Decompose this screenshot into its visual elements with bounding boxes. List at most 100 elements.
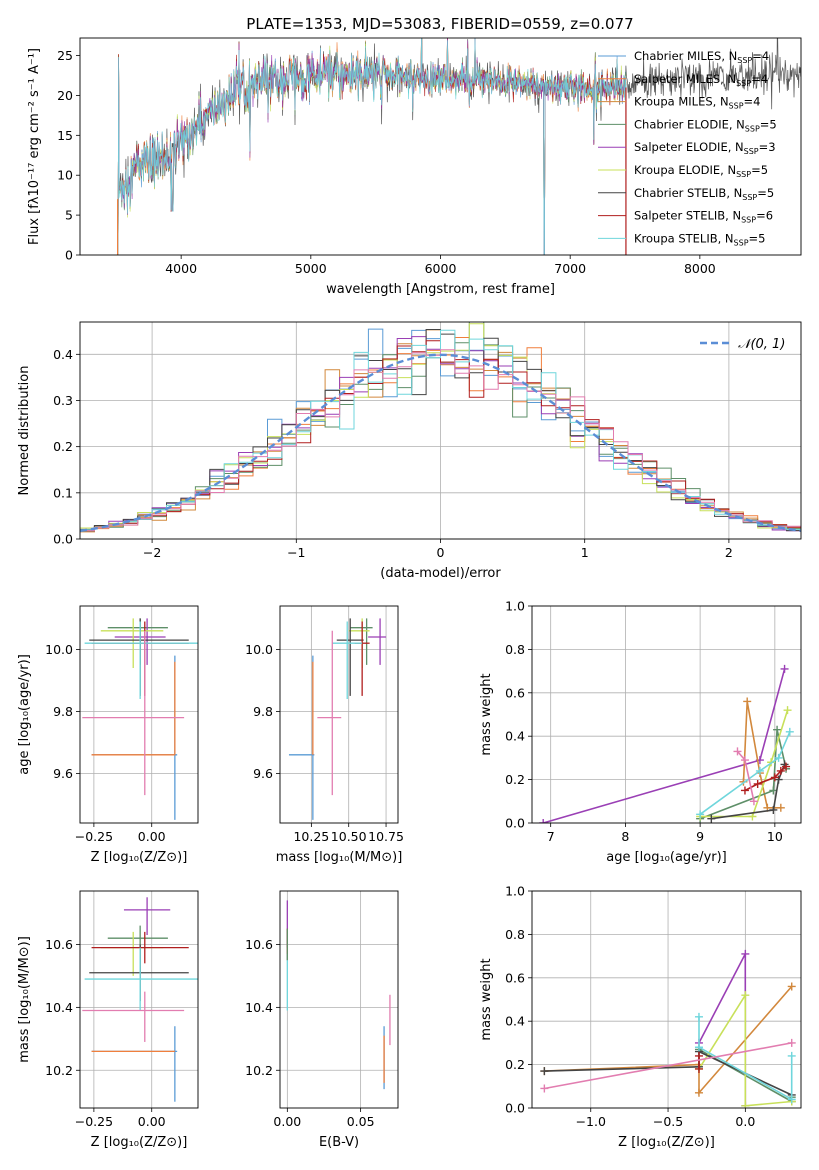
x-axis-label: mass [log₁₀(M/M⊙)]	[276, 850, 403, 865]
weight-line	[698, 1016, 793, 1101]
weight-marker	[769, 805, 778, 814]
x-tick-label: 0.00	[273, 1114, 301, 1129]
x-tick-label: −0.5	[653, 1114, 683, 1129]
plot-area	[82, 897, 198, 1102]
weight-marker	[787, 1038, 796, 1047]
age-vs-mass-panel: 10.25 10.50 10.75 9.6 9.8 10.0 mass [log₁₀(M/M…	[245, 605, 404, 865]
y-tick-label: 0.6	[505, 685, 525, 700]
mass-vs-metallicity-panel: −0.25 0.00 10.2 10.4 10.6 Z [log₁₀(Z/Z⊙)] mass…	[17, 890, 199, 1150]
legend-entry: 𝒩(0, 1)	[738, 337, 785, 352]
mass-vs-ebv-panel: 0.00 0.05 10.2 10.4 10.6 E(B-V)	[245, 890, 399, 1150]
y-tick-label: 0.6	[505, 970, 525, 985]
y-tick-label: 0.4	[53, 347, 73, 362]
axes-frame	[279, 890, 399, 1109]
y-tick-label: 0.0	[505, 1101, 525, 1116]
weight-marker	[741, 991, 750, 1000]
weight-marker	[787, 1051, 796, 1060]
x-tick-label: 7	[547, 829, 555, 844]
y-tick-label: 0.4	[505, 729, 525, 744]
y-tick-label: 0.8	[505, 642, 525, 657]
y-tick-label: 25	[57, 48, 73, 63]
weight-line	[699, 731, 791, 815]
y-axis-label: mass [log₁₀(M/M⊙)]	[17, 936, 32, 1063]
x-tick-label: −1	[287, 545, 305, 560]
weight-marker	[780, 664, 789, 673]
age-vs-metallicity-panel: −0.25 0.00 9.6 9.8 10.0 Z [log₁₀(Z/Z⊙)] age [l…	[17, 605, 199, 865]
plot-area	[286, 900, 391, 1090]
x-tick-label: 0.0	[735, 1114, 755, 1129]
weight-marker	[740, 756, 749, 765]
x-tick-label: −0.25	[75, 829, 113, 844]
weight-marker	[707, 814, 716, 823]
plot-area	[288, 618, 387, 820]
plot-area	[80, 322, 801, 535]
y-tick-label: 0.0	[505, 816, 525, 831]
y-tick-label: 0.2	[505, 772, 525, 787]
x-tick-label: 9	[696, 829, 704, 844]
axes-frame	[79, 890, 199, 1109]
legend-entry: Salpeter ELODIE, NSSP=3	[634, 140, 776, 156]
y-tick-label: 0.0	[53, 532, 73, 547]
weight-marker	[694, 1051, 703, 1060]
legend-entry: Salpeter STELIB, NSSP=6	[634, 209, 773, 225]
x-tick-label: 10.75	[368, 829, 404, 844]
y-tick-label: 1.0	[505, 599, 525, 614]
y-tick-label: 9.6	[253, 766, 273, 781]
legend-entry: Salpeter MILES, NSSP=4	[634, 72, 768, 88]
weight-marker	[753, 779, 762, 788]
axes-frame	[79, 605, 199, 824]
y-tick-label: 10.6	[245, 937, 273, 952]
x-tick-label: 8000	[684, 261, 716, 276]
weight-line	[698, 992, 792, 1107]
residuals-panel: −2 −1 0 1 2 0.0 0.1 0.2 0.3 0.4 (data-model)/error…	[17, 321, 802, 581]
weight-marker	[749, 797, 758, 806]
y-tick-label: 0.2	[53, 439, 73, 454]
x-tick-label: 10	[767, 829, 783, 844]
x-tick-label: 4000	[165, 261, 197, 276]
weight-marker	[787, 982, 796, 991]
x-tick-label: 10.50	[331, 829, 367, 844]
weight-line	[544, 1042, 792, 1090]
axes-frame	[531, 890, 802, 1109]
x-tick-label: 8	[621, 829, 629, 844]
x-axis-label: wavelength [Angstrom, rest frame]	[326, 282, 555, 297]
y-tick-label: 10	[57, 168, 73, 183]
x-tick-label: 0.00	[138, 829, 166, 844]
y-tick-label: 10.4	[45, 1000, 73, 1015]
weight-marker	[694, 1088, 703, 1097]
weight-marker	[694, 1064, 703, 1073]
y-tick-label: 10.0	[45, 642, 73, 657]
weight-marker	[540, 1084, 549, 1093]
y-axis-label: age [log₁₀(age/yr)]	[17, 654, 32, 775]
x-axis-label: age [log₁₀(age/yr)]	[606, 850, 727, 865]
weight-marker	[694, 1043, 703, 1052]
weight-marker	[740, 786, 749, 795]
spectrum-line	[117, 38, 627, 255]
y-tick-label: 0	[65, 248, 73, 263]
x-tick-label: −0.25	[75, 1114, 113, 1129]
y-tick-label: 0.2	[505, 1057, 525, 1072]
spectrum-line	[117, 38, 627, 255]
axes-frame	[531, 605, 802, 824]
weight-marker	[540, 1067, 549, 1076]
y-tick-label: 9.6	[53, 766, 73, 781]
y-axis-label: mass weight	[479, 958, 494, 1040]
figure-title: PLATE=1353, MJD=53083, FIBERID=0559, z=0…	[246, 15, 633, 33]
y-axis-label: Flux [fλ10⁻¹⁷ erg cm⁻² s⁻¹ A⁻¹]	[27, 48, 42, 245]
x-tick-label: 2	[725, 545, 733, 560]
axes-frame	[79, 37, 802, 256]
legend-entry: Kroupa MILES, NSSP=4	[634, 95, 760, 111]
weight-marker	[741, 949, 750, 958]
weight-marker	[696, 810, 705, 819]
spectrum-panel: 4000 5000 6000 7000 8000 0 5 10 15 20 25 wavelength…	[27, 37, 802, 297]
weight-marker	[774, 753, 783, 762]
weight-marker	[783, 706, 792, 715]
legend-entry: Kroupa STELIB, NSSP=5	[634, 231, 765, 247]
x-tick-label: 6000	[425, 261, 457, 276]
weight-line	[698, 953, 747, 1106]
x-tick-label: 0	[437, 545, 445, 560]
weight-vs-age-panel: 7 8 9 10 0.0 0.2 0.4 0.6 0.8 1.0 age [log₁₀(age/yr…	[479, 599, 802, 865]
y-tick-label: 10.0	[245, 642, 273, 657]
x-tick-label: 1	[581, 545, 589, 560]
